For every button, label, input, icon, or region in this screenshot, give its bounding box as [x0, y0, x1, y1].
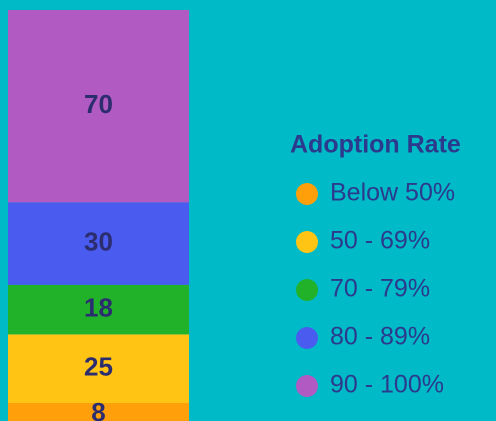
legend-label: 80 - 89% — [330, 323, 430, 351]
data-label: 8 — [91, 397, 105, 421]
bar-segment — [8, 284, 189, 335]
legend-label: 70 - 79% — [330, 275, 430, 303]
legend-swatch — [296, 279, 318, 301]
bar-segment — [8, 202, 189, 285]
legend-swatch — [296, 327, 318, 349]
legend-label: 50 - 69% — [330, 227, 430, 255]
legend-label: 90 - 100% — [330, 371, 444, 399]
legend-swatch — [296, 231, 318, 253]
legend-swatch — [296, 375, 318, 397]
bar-segment — [8, 334, 189, 404]
legend-title: Adoption Rate — [290, 131, 461, 159]
bar-segment — [8, 10, 189, 203]
data-label: 30 — [84, 226, 113, 256]
legend-label: Below 50% — [330, 179, 455, 207]
bar-segment — [8, 403, 189, 421]
data-label: 18 — [84, 292, 113, 322]
data-label: 70 — [84, 89, 113, 119]
legend-swatch — [296, 183, 318, 205]
data-label: 25 — [84, 352, 113, 382]
